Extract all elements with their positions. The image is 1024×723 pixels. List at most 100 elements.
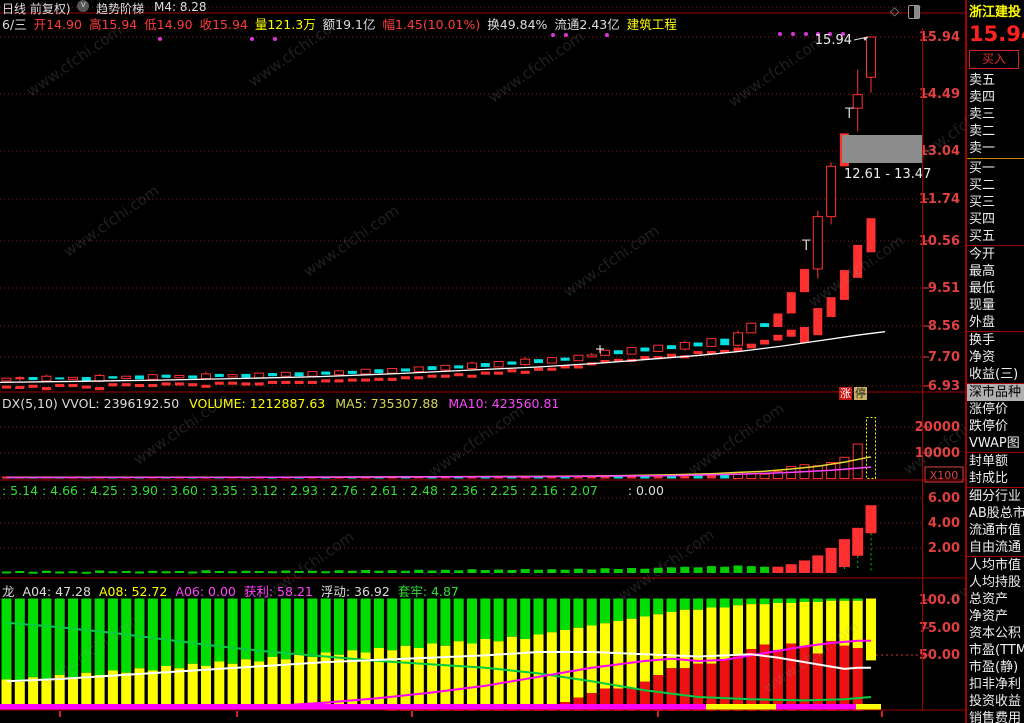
svg-text:11.74: 11.74 [919,192,960,207]
volume-stat: VOLUME: 1212887.63 [189,396,326,411]
sidebar-field[interactable]: 深市品种 [967,384,1024,401]
sidebar-field: 卖三 [969,107,996,122]
quote-field: 额19.1亿 [322,17,376,32]
quote-field: 换49.84% [487,17,548,32]
chart-corner-icons: ◇ [890,4,920,19]
svg-text:T: T [801,238,811,254]
indicator-name[interactable]: 趋势阶梯 [96,2,145,16]
sidebar-field: 最低 [969,281,996,296]
chip-stat: 浮动: 36.92 [320,584,390,599]
price-annotation: 15.94 [815,33,852,48]
chip-stat: A06: 0.00 [175,584,236,599]
svg-text:100.0: 100.0 [919,593,960,608]
chip-pane-header: 龙 A04: 47.28 A08: 52.72 A06: 0.00 获利: 58.21 浮… [2,581,467,600]
sidebar-field: 人均市值 [969,558,1022,573]
svg-text:10.56: 10.56 [919,234,960,249]
svg-text:8.56: 8.56 [928,319,960,334]
quote-field: 量121.3万 [254,17,316,32]
svg-text:50.00: 50.00 [919,648,960,663]
sidebar-field: 封成比 [969,471,1009,486]
ma-line [0,331,886,384]
sidebar-field: 今开 [969,247,996,262]
svg-text:7.70: 7.70 [928,350,960,365]
sidebar-field: 细分行业 [969,489,1022,504]
sidebar-field: 流通市值 [969,523,1022,538]
limit-badge-char: 涨 [839,387,852,400]
sidebar-field: 封单额 [969,454,1009,469]
indicator-pane-header: : 5.14 : 4.66 : 4.25 : 3.90 : 3.60 : 3.3… [2,483,664,498]
sidebar-field: 外盘 [969,315,996,330]
sidebar-field: 资本公积 [969,626,1022,641]
volume-pane-header: DX(5,10) VVOL: 2396192.50 VOLUME: 1212887… [2,396,569,411]
sidebar-rows: 卖五 卖四 卖三 卖二 卖一 买一 买二 买三 买四 买五 今开 最高 最低 现量 外盘 换手 净资 收益(三) 深… [967,72,1024,723]
m4-value: M4: 8.28 [154,0,207,14]
sidebar-field: 涨停价 [969,402,1009,417]
volume-stat: MA10: 423560.81 [448,396,560,411]
limit-badge-char: 停 [854,387,867,400]
quote-field: 高15.94 [88,17,138,32]
candles [1,36,876,383]
quote-summary-bar: 6/三 开14.90 高15.94 低14.90 收15.94 量121.3万 额19.1亿… [2,14,684,32]
quote-field: 开14.90 [33,17,82,32]
svg-text:T: T [844,106,854,122]
sidebar-field: 买四 [969,212,996,227]
indicator-bars [2,505,877,574]
sidebar-field: 净资 [969,350,996,365]
sidebar-field: 买二 [969,178,996,193]
quote-field: 幅1.45(10.01%) [382,17,481,32]
sidebar-field: 现量 [969,298,996,313]
svg-text:12.61 - 13.47: 12.61 - 13.47 [844,167,931,182]
sidebar-field: 自由流通 [969,540,1022,555]
sidebar-field: AB股总市 [969,506,1024,521]
chip-stat: A08: 52.72 [98,584,168,599]
sidebar-field: 净资产 [969,609,1009,624]
svg-text:14.49: 14.49 [919,87,960,102]
trend-ladder [2,218,876,391]
quote-field: 低14.90 [144,17,193,32]
sidebar-field: 最高 [969,264,996,279]
chart-title-bar: 日线 前复权) v 趋势阶梯 M4: 8.28 [2,0,207,16]
volume-stat: MA5: 735307.88 [335,396,439,411]
sidebar-field: 买一 [969,161,996,176]
sidebar-field: 销售费用 [969,711,1022,723]
page-icon[interactable] [908,4,920,19]
limit-up-badge: 涨停 [839,382,869,401]
resistance-zone-box [842,135,922,163]
quote-field: 收15.94 [199,17,248,32]
sidebar-field: 换手 [969,333,996,348]
period-label: 日线 前复权) [2,2,71,16]
buy-button[interactable]: 买入 [969,50,1019,69]
sidebar-field: 市盈(TTM) [969,643,1024,658]
volume-stat: DX(5,10) VVOL: 2396192.50 [2,396,180,411]
sidebar-field: 卖五 [969,73,996,88]
quote-field: 建筑工程 [626,17,677,32]
sidebar-field: 卖四 [969,90,996,105]
chip-stat: 龙 [2,584,15,599]
sidebar-field: 人均持股 [969,575,1022,590]
svg-text:X100: X100 [930,469,959,482]
svg-text:75.00: 75.00 [919,621,960,636]
sidebar-field: 买五 [969,229,996,244]
chip-stat: 套牢: 4.87 [397,584,459,599]
indicator-last-value: : 0.00 [627,483,664,498]
svg-text:6.00: 6.00 [928,491,960,506]
svg-text:4.00: 4.00 [928,516,960,531]
svg-text:6.93: 6.93 [928,379,960,394]
chip-stat: A04: 47.28 [22,584,91,599]
diamond-icon[interactable]: ◇ [889,4,900,18]
sidebar-field: 总资产 [969,592,1009,607]
collapse-icon[interactable]: v [77,0,90,12]
sidebar-field: 买三 [969,195,996,210]
queue-divider [967,158,1024,159]
indicator-values: : 5.14 : 4.66 : 4.25 : 3.90 : 3.60 : 3.3… [2,483,598,498]
sidebar-field: 跌停价 [969,419,1009,434]
svg-text:15.94: 15.94 [919,30,960,45]
quote-sidebar: 浙江建投 15.94 买入 卖五卖四卖三卖二卖一买一买二买三买四买五今开最高最低… [966,0,1024,723]
svg-text:2.00: 2.00 [928,541,960,556]
quote-field: 流通2.43亿 [554,17,620,32]
chip-stat: 获利: 58.21 [243,584,313,599]
sidebar-field: 扣非净利 [969,677,1022,692]
sidebar-field: 卖二 [969,124,996,139]
